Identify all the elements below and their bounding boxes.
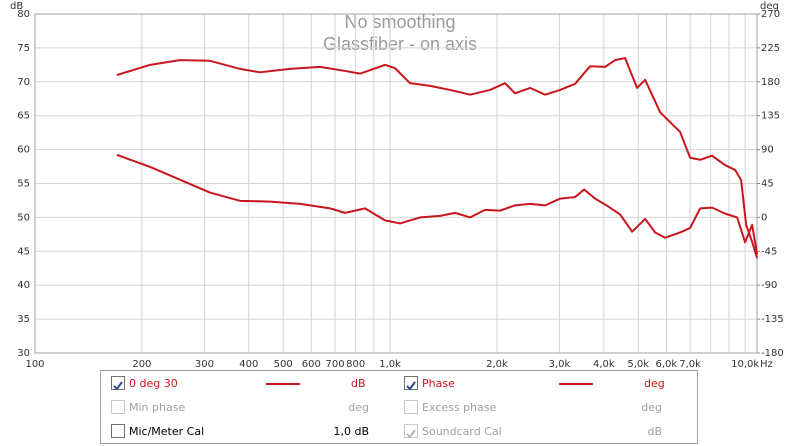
y2-tick-label: 180 [761,77,780,88]
check-path [406,429,416,439]
check-mark [406,429,416,439]
y2-tick-label: -135 [761,314,784,325]
x-tick-label: 600 [302,359,321,368]
y2-axis-label: deg [760,1,779,12]
x-tick-label: 100 [25,359,44,368]
x-tick-label: 700 [326,359,345,368]
legend-unit: deg [644,377,665,390]
chart: No smoothing Glassfiber - on axis dB deg… [10,1,784,370]
chart-subtitle: Glassfiber - on axis [323,34,477,54]
panel-label: Excess phase [422,401,497,414]
checkbox [404,400,418,414]
x-tick-label: 300 [195,359,214,368]
y2-tick-label: 0 [761,212,767,223]
x-tick-label: 500 [274,359,293,368]
legend-swatch [559,383,593,385]
panel-unit: deg [641,401,662,414]
y-tick-label: 65 [17,111,30,122]
y-tick-label: 45 [17,246,30,257]
y2-tick-label: 225 [761,43,780,54]
y2-tick-label: -45 [761,246,777,257]
x-tick-label: 1,0k [379,359,401,368]
series-line [116,153,759,255]
y-tick-label: 35 [17,314,30,325]
y-tick-label: 50 [17,212,30,223]
checkbox[interactable] [111,424,125,438]
x-tick-label: 10,0k [731,359,759,368]
y-tick-label: 55 [17,179,30,190]
y2-tick-label: -180 [761,348,784,359]
panel-unit: deg [348,401,369,414]
y2-tick-label: 135 [761,111,780,122]
y-axis-label: dB [10,1,23,12]
y2-tick-label: 90 [761,145,774,156]
x-tick-label: 4,0k [593,359,615,368]
checkbox [111,400,125,414]
legend-unit: dB [351,377,366,390]
checkbox[interactable] [111,376,125,391]
y-tick-label: 70 [17,77,30,88]
panel-label: Soundcard Cal [422,425,502,438]
panel-unit: 1,0 dB [333,425,369,438]
check-path [113,381,123,391]
checkbox[interactable] [404,376,418,391]
y-tick-label: 40 [17,280,30,291]
y2-tick-label: -90 [761,280,777,291]
legend-label: Phase [422,377,455,390]
plot-frame [34,13,758,354]
y2-tick-label: 45 [761,179,774,190]
check-mark [113,381,123,391]
check-path [406,381,416,391]
panel-label: Mic/Meter Cal [129,425,205,438]
x-axis-label: Hz [760,359,773,368]
series-line [116,57,759,259]
legend-swatch [266,383,300,385]
x-tick-label: 7,0k [679,359,701,368]
panel-unit: dB [647,425,662,438]
legend-panel: 0 deg 30 dB Phase deg Min phase deg Excess pha… [100,370,698,444]
legend-label: 0 deg 30 [129,377,178,390]
x-tick-label: 2,0k [486,359,508,368]
y-tick-label: 60 [17,145,30,156]
y-tick-label: 30 [17,348,30,359]
chart-title: No smoothing [344,12,455,32]
y-tick-label: 80 [17,9,30,20]
x-tick-label: 6,0k [656,359,678,368]
x-tick-label: 200 [132,359,151,368]
panel-label: Min phase [129,401,186,414]
x-tick-label: 800 [346,359,365,368]
checkbox [404,424,418,439]
check-mark [406,381,416,391]
x-tick-label: 5,0k [627,359,649,368]
y2-tick-label: 270 [761,9,780,20]
x-tick-label: 400 [239,359,258,368]
y-tick-label: 75 [17,43,30,54]
x-tick-label: 3,0k [549,359,571,368]
